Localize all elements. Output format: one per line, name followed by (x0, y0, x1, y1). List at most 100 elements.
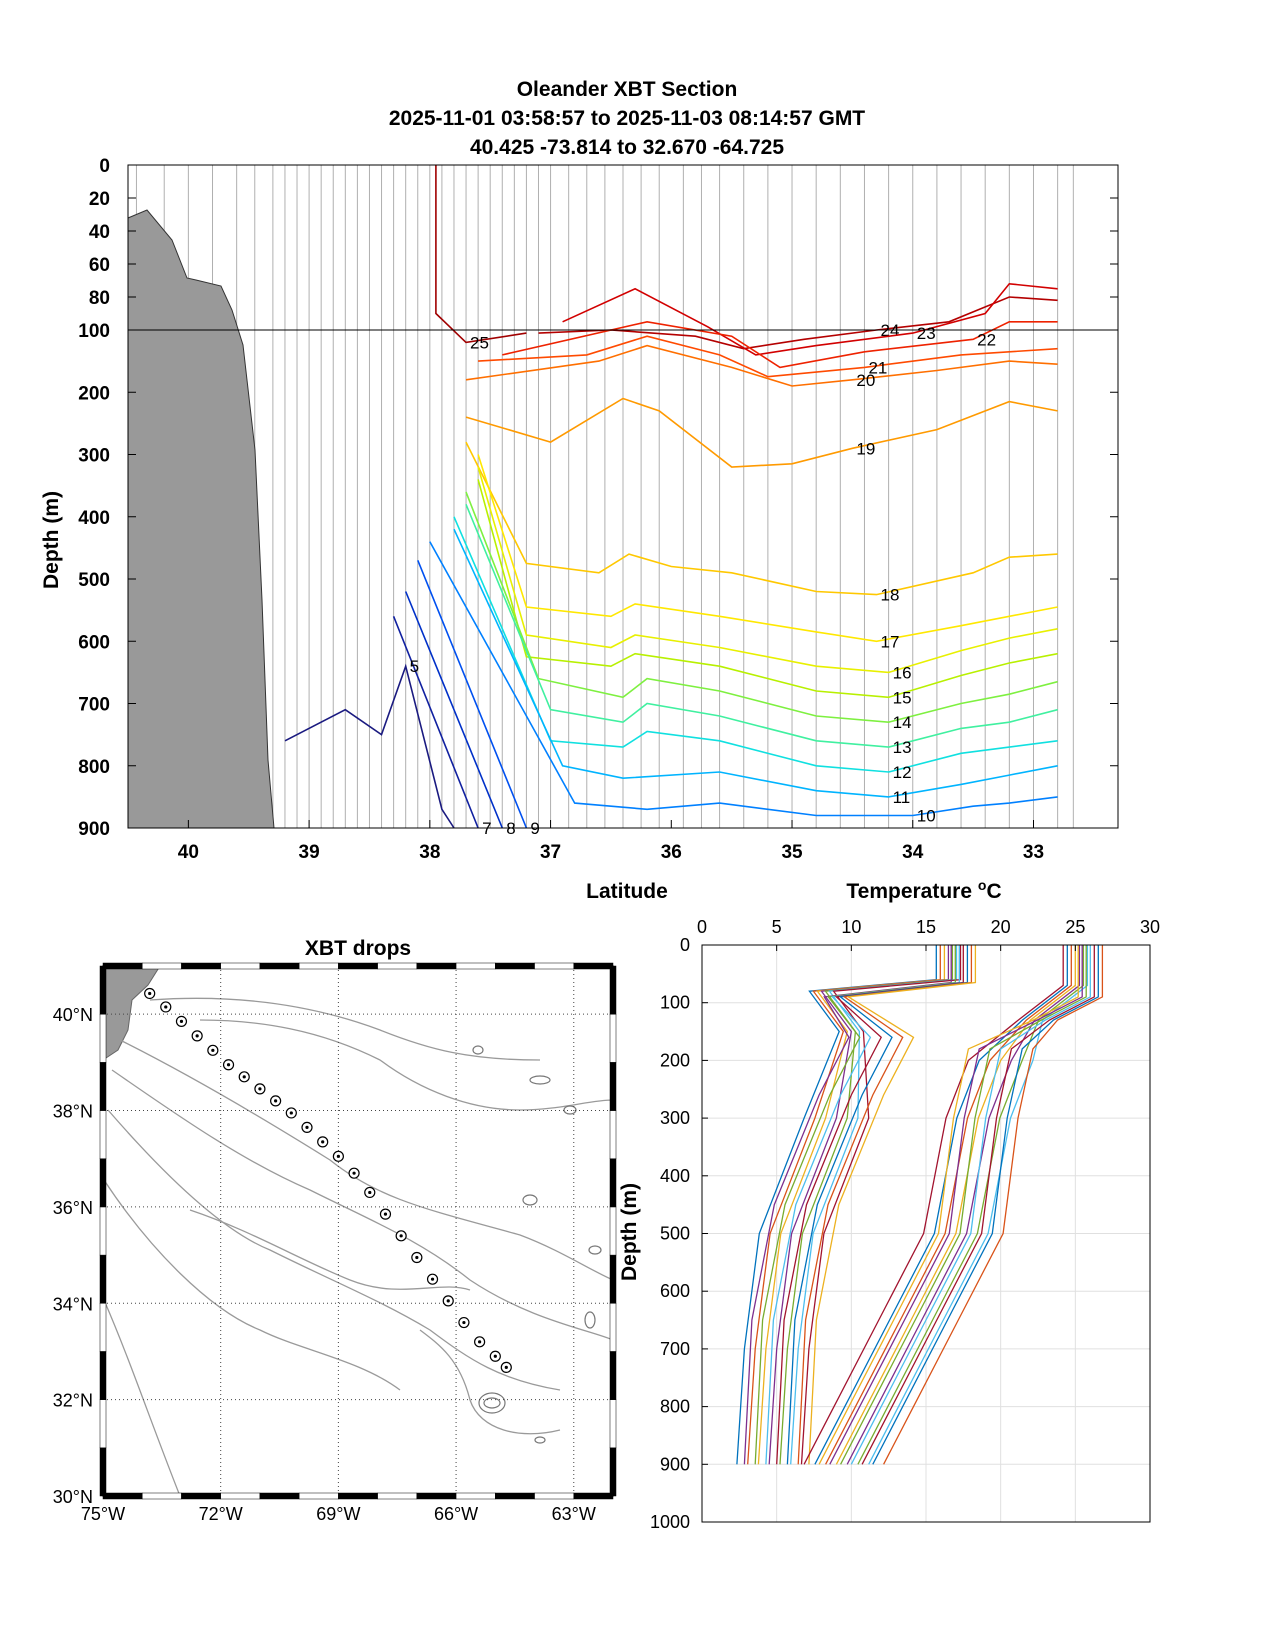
border-seg-left (99, 965, 107, 1015)
profiles-ytick-label: 1000 (650, 1512, 690, 1532)
border-seg-left (99, 1254, 107, 1304)
border-seg-left (99, 1206, 107, 1256)
profiles-ytick-label: 500 (660, 1224, 690, 1244)
profiles-xtick-label: 10 (841, 917, 861, 937)
section-xtick-label-33: 33 (1023, 842, 1044, 863)
map-background (103, 966, 613, 1496)
profile-sargasso-5 (872, 945, 1099, 1465)
contour-13 (465, 503, 1058, 748)
bathymetry-shelf (127, 209, 275, 829)
section-y-ticks: 0 20 40 60 80 100 200 300 400 500 600 700 800 900 (78, 156, 1118, 840)
drop-marker-dot-21 (478, 1340, 482, 1344)
profiles-ytick-label: 100 (660, 993, 690, 1013)
profile-gulf stream-1 (814, 945, 1068, 1465)
border-seg-left (99, 1447, 107, 1497)
section-ytick-label-800: 800 (78, 757, 110, 778)
profile-gulf stream-3 (835, 945, 1076, 1465)
profile-gulf stream-2 (825, 945, 1072, 1465)
contour-24 (538, 296, 1058, 350)
border-seg-bottom (377, 1492, 418, 1500)
profiles-ytick-label: 800 (660, 1397, 690, 1417)
contour-16 (477, 466, 1058, 674)
contour-label-21: 21 (868, 358, 887, 377)
border-seg-bottom (455, 1492, 496, 1500)
section-ytick-label-100: 100 (78, 321, 110, 342)
contour-label-11: 11 (893, 788, 911, 807)
border-seg-top (338, 962, 378, 970)
map-lat-label: 30°N (53, 1487, 93, 1507)
contour-label-23: 23 (917, 324, 936, 343)
temperature-profiles-plot: 0 5 10 15 20 25 300100200300400500600700800900… (650, 917, 1160, 1532)
section-ytick-label-0: 0 (99, 156, 110, 177)
profiles-xtick-label: 0 (697, 917, 707, 937)
border-seg-left (99, 1303, 107, 1352)
border-seg-top (573, 962, 614, 970)
section-xtick-label-35: 35 (781, 842, 803, 863)
border-seg-top (495, 962, 535, 970)
profile-slope-2-6 (808, 945, 977, 1465)
profiles-ytick-label: 200 (660, 1050, 690, 1070)
profile-gulf stream-4 (846, 945, 1081, 1465)
section-ytick-label-900: 900 (78, 819, 110, 840)
border-seg-top (259, 962, 300, 970)
border-seg-top (298, 962, 339, 970)
drop-marker-dot-14 (368, 1190, 372, 1195)
contour-25 (435, 165, 527, 344)
border-seg-bottom (298, 1492, 339, 1500)
contour-label-5: 5 (410, 657, 419, 676)
contour-14 (465, 491, 1058, 724)
profiles-ytick-label: 900 (660, 1454, 690, 1474)
border-seg-top (141, 962, 182, 970)
map-drop-points (144, 987, 512, 1373)
contour-label-14: 14 (893, 713, 912, 732)
section-ytick-label-40: 40 (89, 222, 110, 243)
xbt-drop-map: 75°W 72°W 69°W 66°W 63°W 40°N 38°N 36°N 34°N 32°N… (53, 962, 617, 1524)
map-seamounts (472, 1045, 602, 1444)
border-seg-top (220, 962, 261, 970)
drop-marker-dot-18 (430, 1277, 435, 1281)
border-seg-right (609, 1303, 617, 1352)
contour-label-20: 20 (856, 371, 875, 390)
drop-marker-dot-11 (321, 1140, 325, 1144)
contour-label-10: 10 (917, 807, 936, 826)
section-ylabel: Depth (m) (40, 491, 63, 589)
contour-label-15: 15 (893, 688, 912, 707)
profiles-ytick-label: 700 (660, 1339, 690, 1359)
border-seg-bottom (338, 1492, 378, 1500)
contour-22 (502, 320, 1058, 369)
contour-label-18: 18 (881, 586, 900, 605)
border-seg-top (102, 962, 143, 970)
drop-marker-dot-22 (493, 1354, 497, 1358)
profiles-ylabel: Depth (m) (618, 1183, 641, 1281)
profile-gulf stream-6 (868, 945, 1089, 1465)
border-seg-bottom (416, 1492, 457, 1500)
drop-marker-dot-2 (179, 1019, 184, 1024)
section-ytick-label-60: 60 (89, 255, 110, 276)
border-seg-bottom (259, 1492, 300, 1500)
section-xlabel: Latitude (586, 880, 668, 903)
contour-label-19: 19 (856, 439, 875, 458)
profile-gulf stream-5 (857, 945, 1085, 1465)
border-seg-bottom (495, 1492, 535, 1500)
profiles-ticks: 0 5 10 15 20 25 300100200300400500600700800900… (650, 917, 1160, 1532)
contour-20 (465, 344, 1058, 387)
border-seg-bottom (181, 1492, 221, 1500)
contour-5 (284, 663, 455, 829)
drop-marker-dot-0 (148, 991, 152, 996)
drop-marker-dot-20 (462, 1320, 466, 1325)
border-seg-top (377, 962, 418, 970)
profiles-ytick-label: 400 (660, 1166, 690, 1186)
contour-label-17: 17 (881, 632, 900, 651)
contour-label-25: 25 (470, 333, 489, 352)
map-tick-labels: 75°W 72°W 69°W 66°W 63°W 40°N 38°N 36°N 34°N 32°N… (53, 1005, 596, 1524)
map-bathymetry-contours (103, 997, 614, 1497)
map-lat-label: 38°N (53, 1102, 93, 1122)
section-xtick-label-40: 40 (178, 842, 199, 863)
section-ytick-label-200: 200 (78, 383, 110, 404)
profiles-xtick-label: 30 (1140, 917, 1160, 937)
profiles-xtick-label: 20 (991, 917, 1011, 937)
drop-marker-dot-15 (383, 1212, 388, 1216)
